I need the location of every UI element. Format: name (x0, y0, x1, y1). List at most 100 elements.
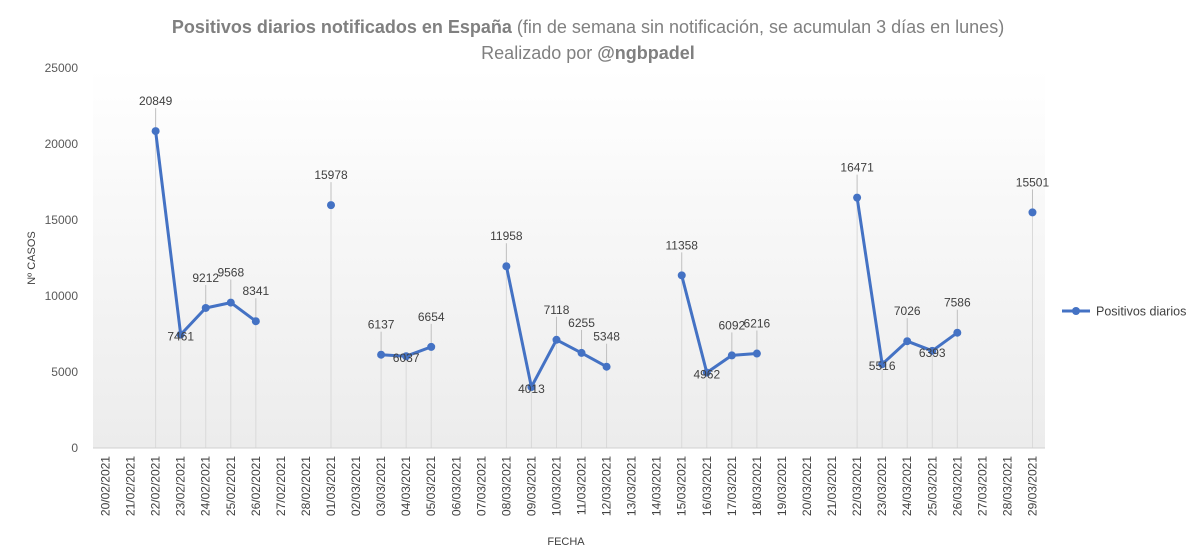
y-tick-label: 0 (71, 441, 78, 455)
chart-title-rest: (fin de semana sin notificación, se acum… (512, 17, 1004, 37)
chart-subtitle: Realizado por @ngbpadel (481, 43, 695, 63)
series-point (377, 350, 386, 359)
data-label: 15501 (1016, 175, 1050, 189)
series-point (427, 342, 436, 351)
series-point (201, 303, 210, 312)
series-point (577, 348, 586, 357)
legend-swatch-marker (1072, 307, 1080, 315)
x-tick-label: 08/03/2021 (499, 456, 513, 516)
chart-subtitle-prefix: Realizado por (481, 43, 597, 63)
series-line-segment (680, 273, 759, 375)
x-tick-label: 15/03/2021 (675, 456, 689, 516)
series-point (402, 352, 411, 361)
y-tick-label: 10000 (45, 289, 79, 303)
chart-subtitle-author: @ngbpadel (597, 43, 695, 63)
data-label: 15978 (314, 168, 348, 182)
x-tick-label: 26/03/2021 (950, 456, 964, 516)
x-tick-label: 16/03/2021 (700, 456, 714, 516)
series-point (502, 262, 511, 271)
series-point (327, 201, 335, 210)
y-tick-label: 20000 (45, 137, 79, 151)
series-point (251, 317, 260, 326)
legend-entry: Positivos diarios (1096, 305, 1186, 319)
series-point (853, 193, 862, 202)
series-point (527, 383, 536, 392)
x-tick-label: 21/02/2021 (124, 456, 138, 516)
data-label: 4013 (518, 382, 545, 396)
x-tick-label: 24/02/2021 (199, 456, 213, 516)
x-tick-label: 14/03/2021 (650, 456, 664, 516)
drop-lines (155, 131, 1033, 448)
x-tick-label: 10/03/2021 (549, 456, 563, 516)
x-tick-label: 20/03/2021 (800, 456, 814, 516)
series-point (602, 362, 611, 371)
data-label: 5516 (869, 359, 896, 373)
series-point (226, 298, 235, 307)
x-tick-label: 24/03/2021 (900, 456, 914, 516)
x-tick-label: 20/02/2021 (99, 456, 113, 516)
x-axis-ticks: 20/02/2021 21/02/2021 22/02/2021 23/02/2021… (99, 456, 1040, 516)
series-point (903, 337, 912, 346)
series-point (677, 271, 686, 280)
data-label: 7118 (544, 303, 570, 317)
x-tick-label: 03/03/2021 (374, 456, 388, 516)
data-label: 6037 (393, 351, 420, 365)
y-axis-ticks: 0 5000 10000 15000 20000 25000 (45, 61, 79, 455)
x-tick-label: 12/03/2021 (600, 456, 614, 516)
x-tick-label: 05/03/2021 (424, 456, 438, 516)
y-tick-label: 5000 (51, 365, 78, 379)
data-label: 11958 (490, 229, 523, 243)
x-tick-label: 28/03/2021 (1000, 456, 1014, 516)
series-point (151, 127, 160, 136)
data-label: 8341 (242, 284, 269, 298)
x-tick-label: 26/02/2021 (249, 456, 263, 516)
data-label: 16471 (840, 161, 874, 175)
x-tick-label: 17/03/2021 (725, 456, 739, 516)
x-tick-label: 19/03/2021 (775, 456, 789, 516)
data-label: 4962 (693, 368, 720, 382)
data-label: 6137 (368, 318, 395, 332)
x-tick-label: 09/03/2021 (524, 456, 538, 516)
leader-lines (155, 108, 1033, 363)
data-label: 6255 (568, 316, 595, 330)
data-label: 11358 (665, 238, 698, 252)
series-points (151, 127, 1037, 392)
x-tick-label: 07/03/2021 (474, 456, 488, 516)
plot-area (93, 68, 1045, 448)
x-tick-label: 02/03/2021 (349, 456, 363, 516)
series-point (878, 360, 887, 369)
data-label: 7026 (894, 304, 921, 318)
x-tick-label: 25/02/2021 (224, 456, 238, 516)
x-tick-label: 13/03/2021 (625, 456, 639, 516)
data-label: 9212 (192, 271, 219, 285)
chart-title: Positivos diarios notificados en España … (172, 17, 1004, 37)
x-tick-label: 27/02/2021 (274, 456, 288, 516)
series-point (727, 351, 736, 360)
series-point (1028, 208, 1037, 217)
data-label: 7461 (167, 330, 194, 344)
series-point (928, 346, 937, 355)
data-label: 6216 (744, 317, 771, 331)
x-tick-label: 04/03/2021 (399, 456, 413, 516)
x-tick-label: 29/03/2021 (1025, 456, 1039, 516)
x-tick-label: 22/03/2021 (850, 456, 864, 516)
x-tick-label: 28/02/2021 (299, 456, 313, 516)
series-point (702, 368, 711, 377)
data-label: 20849 (139, 94, 173, 108)
x-tick-label: 25/03/2021 (925, 456, 939, 516)
x-tick-label: 23/02/2021 (174, 456, 188, 516)
x-tick-label: 01/03/2021 (324, 456, 338, 516)
x-tick-label: 11/03/2021 (575, 456, 589, 515)
y-axis-label: Nº CASOS (26, 231, 38, 285)
data-label: 6654 (418, 310, 445, 324)
y-tick-label: 15000 (45, 213, 79, 227)
data-label: 6092 (718, 318, 745, 332)
x-tick-label: 27/03/2021 (975, 456, 989, 516)
data-label: 5348 (593, 330, 620, 344)
x-tick-label: 18/03/2021 (750, 456, 764, 516)
series-point (752, 349, 761, 358)
series-point (552, 335, 561, 344)
series-point (953, 328, 962, 337)
